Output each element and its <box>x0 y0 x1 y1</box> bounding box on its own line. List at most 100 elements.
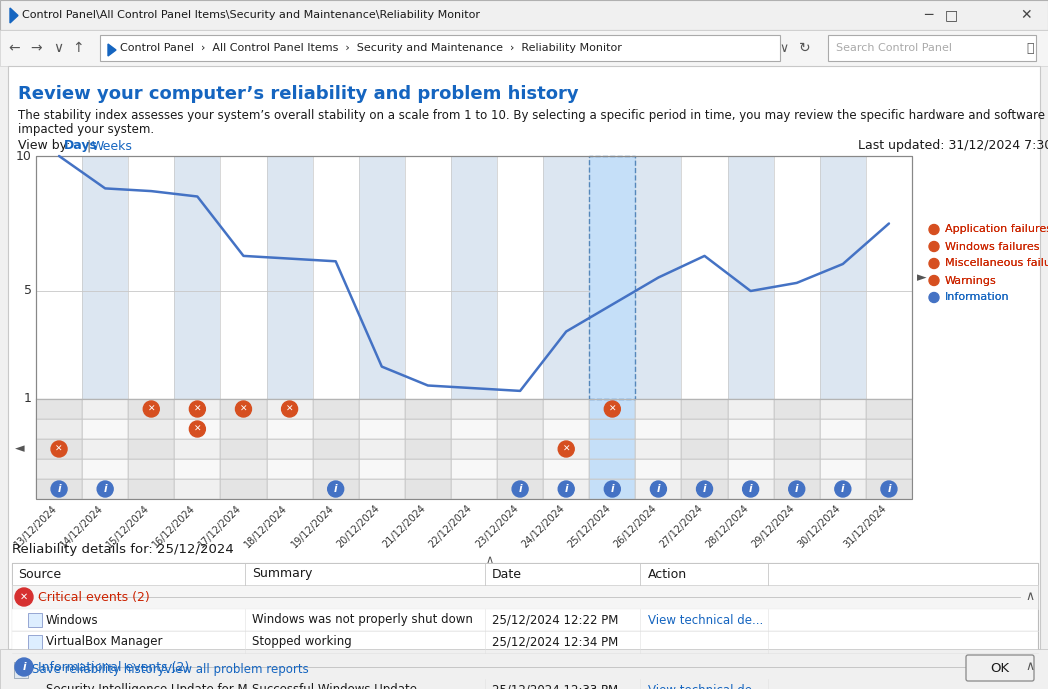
Circle shape <box>559 441 574 457</box>
Bar <box>12 631 1038 653</box>
Text: 25/12/2024 12:22 PM: 25/12/2024 12:22 PM <box>492 613 618 626</box>
Bar <box>589 156 635 499</box>
Text: ✕: ✕ <box>194 404 201 413</box>
Text: 26/12/2024: 26/12/2024 <box>612 503 658 550</box>
Bar <box>820 439 866 459</box>
Bar <box>497 419 543 439</box>
Text: OK: OK <box>990 661 1009 675</box>
Circle shape <box>651 481 667 497</box>
Bar <box>312 459 358 479</box>
Bar <box>727 399 773 419</box>
Text: 19/12/2024: 19/12/2024 <box>289 503 335 550</box>
Bar <box>497 399 543 419</box>
Text: 24/12/2024: 24/12/2024 <box>520 503 566 550</box>
Text: ✕: ✕ <box>20 592 28 602</box>
Bar <box>543 479 589 499</box>
Bar <box>405 479 451 499</box>
Bar <box>727 156 773 499</box>
Bar <box>635 399 681 419</box>
Circle shape <box>929 293 939 302</box>
Bar <box>28 613 42 627</box>
Circle shape <box>929 258 939 269</box>
Text: Miscellaneous failures: Miscellaneous failures <box>945 258 1048 269</box>
Text: Weeks: Weeks <box>92 139 133 152</box>
Bar <box>681 419 727 439</box>
Text: i: i <box>703 484 706 494</box>
Text: 14/12/2024: 14/12/2024 <box>59 503 105 550</box>
Text: 30/12/2024: 30/12/2024 <box>796 503 843 550</box>
Text: i: i <box>565 484 568 494</box>
Text: Save reliability history...: Save reliability history... <box>32 663 174 675</box>
Text: Review your computer’s reliability and problem history: Review your computer’s reliability and p… <box>18 85 578 103</box>
Bar <box>8 66 1040 649</box>
Text: Source: Source <box>18 568 61 581</box>
Text: ✕: ✕ <box>148 404 155 413</box>
Text: View technical de...: View technical de... <box>648 683 763 689</box>
Text: 21/12/2024: 21/12/2024 <box>381 503 428 550</box>
Text: Stopped working: Stopped working <box>252 635 352 648</box>
Bar <box>727 459 773 479</box>
Bar <box>358 399 405 419</box>
Text: Windows: Windows <box>46 613 99 626</box>
Circle shape <box>743 481 759 497</box>
Text: ∧: ∧ <box>1025 590 1034 604</box>
Bar <box>36 419 82 439</box>
Text: i: i <box>104 484 107 494</box>
Bar <box>635 419 681 439</box>
Bar <box>589 479 635 499</box>
Circle shape <box>881 481 897 497</box>
Bar <box>497 156 543 499</box>
Bar <box>82 156 128 499</box>
Bar <box>14 662 28 678</box>
Text: ↑: ↑ <box>72 41 84 55</box>
Circle shape <box>236 401 252 417</box>
Bar <box>82 479 128 499</box>
Text: Informational events (2): Informational events (2) <box>38 661 190 674</box>
Bar <box>405 439 451 459</box>
Text: Windows was not properly shut down: Windows was not properly shut down <box>252 613 473 626</box>
Text: ←: ← <box>8 41 20 55</box>
Bar <box>128 419 174 439</box>
Bar <box>128 399 174 419</box>
Bar <box>128 156 174 499</box>
Text: Days: Days <box>64 139 97 152</box>
Bar <box>36 156 912 399</box>
Bar <box>12 679 1038 689</box>
Text: 🔍: 🔍 <box>1026 41 1033 54</box>
Circle shape <box>929 242 939 251</box>
Bar <box>220 479 266 499</box>
Text: 17/12/2024: 17/12/2024 <box>197 503 243 550</box>
Text: 27/12/2024: 27/12/2024 <box>658 503 704 550</box>
Bar <box>220 419 266 439</box>
Text: i: i <box>58 484 61 494</box>
Text: ✕: ✕ <box>240 404 247 413</box>
Circle shape <box>835 481 851 497</box>
Bar <box>266 479 312 499</box>
Circle shape <box>144 401 159 417</box>
Bar <box>36 399 82 419</box>
Circle shape <box>697 481 713 497</box>
Text: i: i <box>611 484 614 494</box>
Bar <box>681 439 727 459</box>
Text: Information: Information <box>945 293 1009 302</box>
Bar <box>451 439 497 459</box>
Bar <box>820 479 866 499</box>
Bar <box>773 459 820 479</box>
Bar <box>128 439 174 459</box>
Bar <box>358 459 405 479</box>
Bar <box>358 156 405 499</box>
Bar <box>543 156 589 499</box>
Bar <box>497 439 543 459</box>
Bar <box>220 439 266 459</box>
Bar <box>405 459 451 479</box>
Text: Windows failures: Windows failures <box>945 242 1040 251</box>
Bar <box>312 399 358 419</box>
Bar <box>405 419 451 439</box>
Text: The stability index assesses your system’s overall stability on a scale from 1 t: The stability index assesses your system… <box>18 110 1048 123</box>
FancyBboxPatch shape <box>966 655 1034 681</box>
Text: View by:: View by: <box>18 139 70 152</box>
Bar <box>451 419 497 439</box>
Bar <box>681 479 727 499</box>
Text: ∨: ∨ <box>53 41 63 55</box>
Circle shape <box>190 401 205 417</box>
